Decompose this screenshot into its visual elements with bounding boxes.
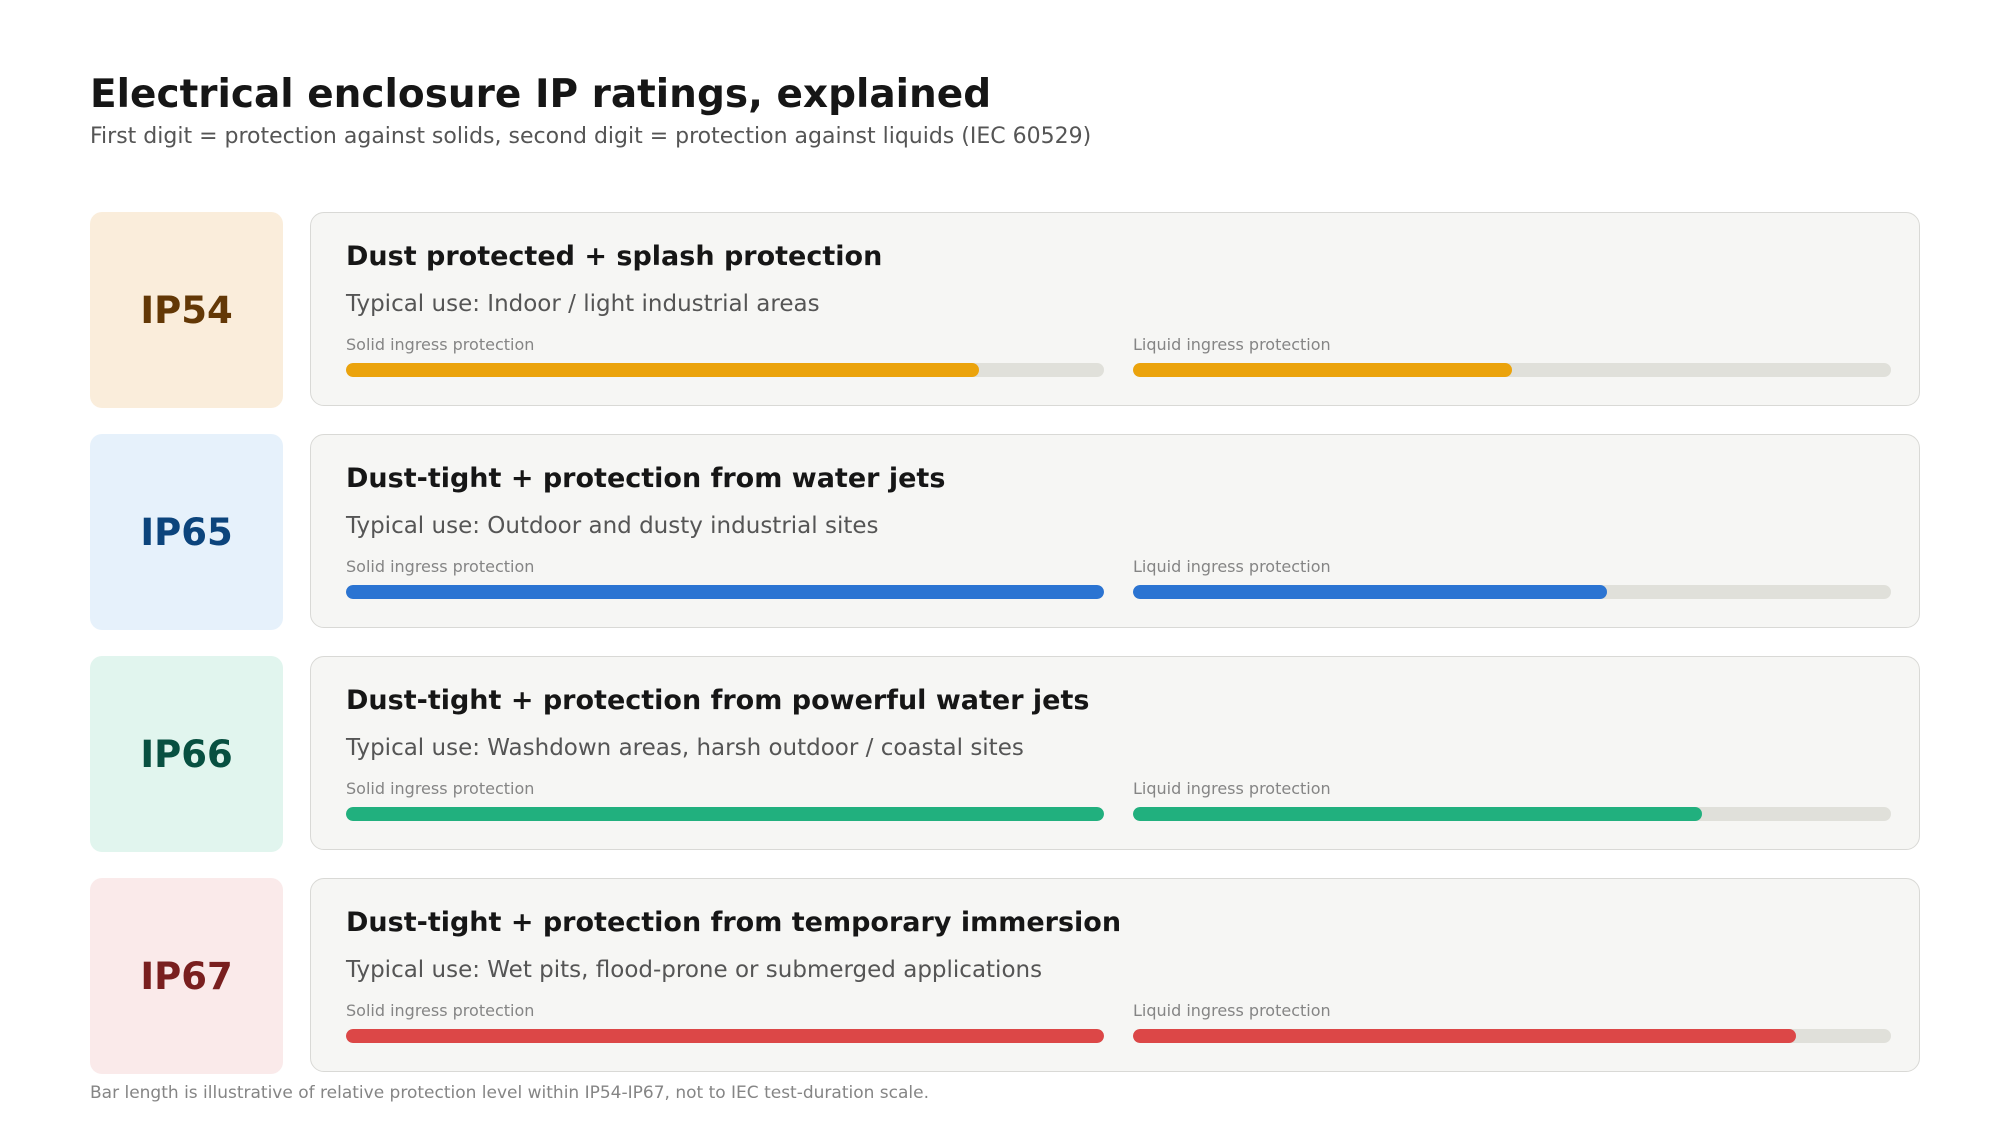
rating-title: Dust protected + splash protection [346, 241, 883, 272]
rating-card: Dust-tight + protection from powerful wa… [310, 656, 1920, 850]
rating-typical-use: Typical use: Indoor / light industrial a… [346, 291, 820, 317]
solid-protection-label: Solid ingress protection [346, 335, 535, 354]
rating-code-badge: IP65 [90, 434, 283, 630]
liquid-protection-track [1133, 1029, 1891, 1043]
solid-protection-label: Solid ingress protection [346, 1001, 535, 1020]
solid-protection-meter: Solid ingress protection [346, 335, 1104, 377]
rating-card: Dust-tight + protection from water jets … [310, 434, 1920, 628]
solid-protection-fill [346, 363, 979, 377]
solid-protection-label: Solid ingress protection [346, 557, 535, 576]
rating-title: Dust-tight + protection from powerful wa… [346, 685, 1090, 716]
footnote: Bar length is illustrative of relative p… [90, 1083, 930, 1103]
solid-protection-meter: Solid ingress protection [346, 557, 1104, 599]
solid-protection-fill [346, 585, 1104, 599]
liquid-protection-fill [1133, 1029, 1797, 1043]
solid-protection-track [346, 807, 1104, 821]
rating-row-ip54: IP54 Dust protected + splash protection … [90, 212, 1922, 408]
rating-code-badge: IP54 [90, 212, 283, 408]
liquid-protection-track [1133, 807, 1891, 821]
solid-protection-track [346, 363, 1104, 377]
liquid-protection-meter: Liquid ingress protection [1133, 1001, 1891, 1043]
solid-protection-fill [346, 807, 1104, 821]
liquid-protection-fill [1133, 585, 1607, 599]
solid-protection-track [346, 1029, 1104, 1043]
rating-typical-use: Typical use: Outdoor and dusty industria… [346, 513, 879, 539]
rating-row-ip65: IP65 Dust-tight + protection from water … [90, 434, 1922, 630]
rating-code-badge: IP66 [90, 656, 283, 852]
liquid-protection-meter: Liquid ingress protection [1133, 335, 1891, 377]
rating-title: Dust-tight + protection from temporary i… [346, 907, 1122, 938]
rating-title: Dust-tight + protection from water jets [346, 463, 946, 494]
liquid-protection-fill [1133, 807, 1702, 821]
rating-row-ip66: IP66 Dust-tight + protection from powerf… [90, 656, 1922, 852]
rating-typical-use: Typical use: Washdown areas, harsh outdo… [346, 735, 1024, 761]
liquid-protection-meter: Liquid ingress protection [1133, 779, 1891, 821]
liquid-protection-track [1133, 585, 1891, 599]
liquid-protection-label: Liquid ingress protection [1133, 557, 1331, 576]
rating-card: Dust-tight + protection from temporary i… [310, 878, 1920, 1072]
solid-protection-meter: Solid ingress protection [346, 779, 1104, 821]
solid-protection-label: Solid ingress protection [346, 779, 535, 798]
rating-code-badge: IP67 [90, 878, 283, 1074]
liquid-protection-label: Liquid ingress protection [1133, 779, 1331, 798]
liquid-protection-track [1133, 363, 1891, 377]
rating-typical-use: Typical use: Wet pits, flood-prone or su… [346, 957, 1043, 983]
rating-card: Dust protected + splash protection Typic… [310, 212, 1920, 406]
solid-protection-track [346, 585, 1104, 599]
liquid-protection-label: Liquid ingress protection [1133, 335, 1331, 354]
liquid-protection-meter: Liquid ingress protection [1133, 557, 1891, 599]
page-subtitle: First digit = protection against solids,… [90, 124, 1092, 149]
page-title: Electrical enclosure IP ratings, explain… [90, 72, 992, 117]
liquid-protection-fill [1133, 363, 1512, 377]
solid-protection-meter: Solid ingress protection [346, 1001, 1104, 1043]
liquid-protection-label: Liquid ingress protection [1133, 1001, 1331, 1020]
ratings-list: IP54 Dust protected + splash protection … [90, 212, 1922, 1100]
rating-row-ip67: IP67 Dust-tight + protection from tempor… [90, 878, 1922, 1074]
solid-protection-fill [346, 1029, 1104, 1043]
